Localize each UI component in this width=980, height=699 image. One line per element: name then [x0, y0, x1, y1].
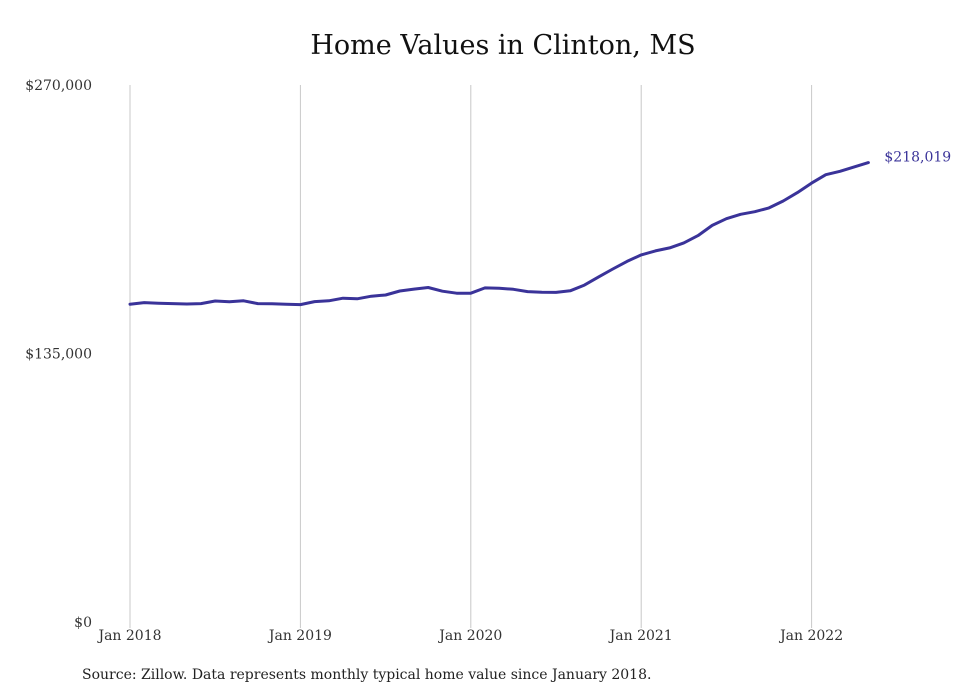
x-tick-label: Jan 2018	[96, 628, 161, 644]
x-axis-ticks: Jan 2018 Jan 2019 Jan 2020 Jan 2021 Jan 2022	[96, 628, 843, 644]
y-tick-label: $135,000	[25, 347, 92, 363]
x-tick-label: Jan 2019	[267, 628, 332, 644]
x-tick-label: Jan 2022	[778, 628, 843, 644]
series-line	[128, 161, 870, 307]
chart-title: Home Values in Clinton, MS	[310, 30, 696, 61]
x-tick-label: Jan 2020	[437, 628, 502, 644]
grid-lines	[129, 85, 813, 628]
source-note: Source: Zillow. Data represents monthly …	[82, 667, 652, 683]
y-tick-label: $0	[74, 615, 92, 631]
y-tick-label: $270,000	[25, 78, 92, 94]
end-value-label: $218,019	[884, 150, 951, 166]
y-axis-ticks: $270,000 $135,000 $0	[25, 78, 92, 631]
annotation-layer: $218,019	[884, 150, 951, 166]
x-tick-label: Jan 2021	[608, 628, 673, 644]
series-layer	[128, 161, 870, 307]
